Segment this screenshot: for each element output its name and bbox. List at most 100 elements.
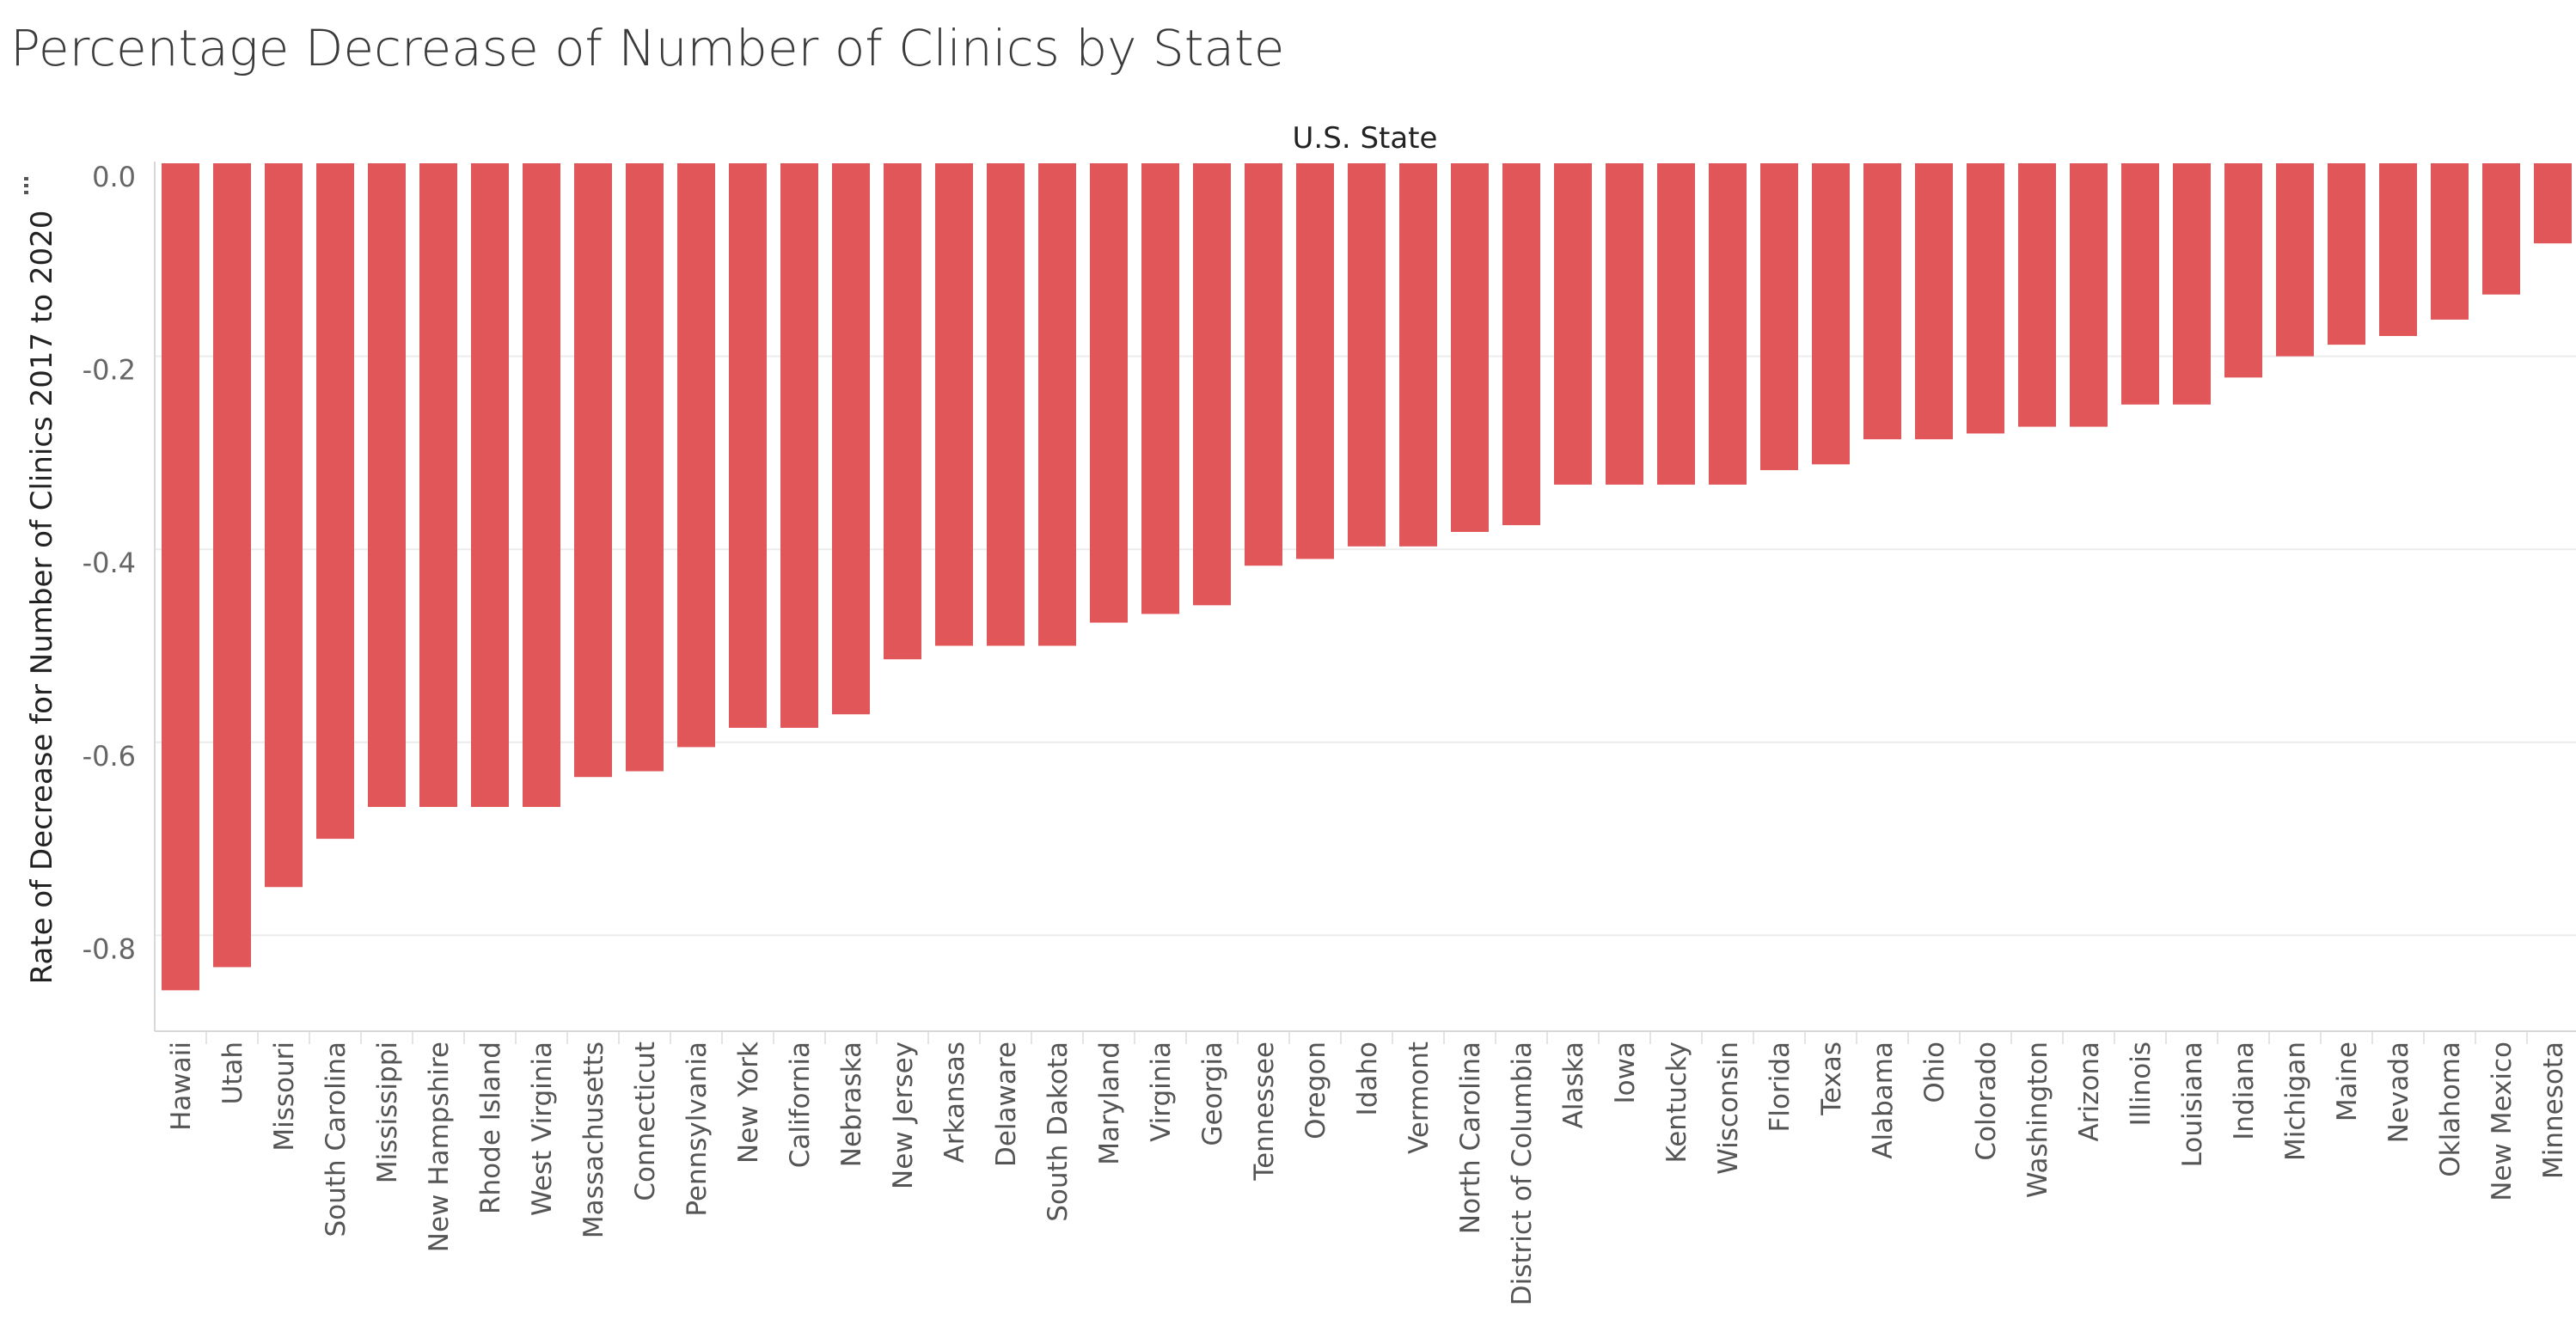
bar-new-mexico[interactable] — [2482, 163, 2520, 295]
x-tick-label: Florida — [1765, 1042, 1796, 1132]
bar-new-hampshire[interactable] — [419, 163, 457, 808]
x-tick-label: Connecticut — [630, 1042, 661, 1201]
y-tick-label: -0.2 — [83, 354, 136, 387]
x-tick-label: District of Columbia — [1507, 1042, 1538, 1305]
x-tick-label: Texas — [1816, 1042, 1847, 1116]
x-tick-label: Arkansas — [939, 1042, 970, 1163]
x-tick-label: Nebraska — [836, 1042, 867, 1167]
bar-arizona[interactable] — [2070, 163, 2108, 427]
bar-massachusetts[interactable] — [574, 163, 612, 778]
bar-oklahoma[interactable] — [2431, 163, 2469, 320]
x-tick-label: Nevada — [2383, 1042, 2414, 1143]
bar-missouri[interactable] — [265, 163, 303, 888]
x-tick-label: New Jersey — [888, 1042, 919, 1189]
x-tick-label: Minnesota — [2538, 1042, 2569, 1179]
bar-iowa[interactable] — [1606, 163, 1643, 485]
bar-maine[interactable] — [2328, 163, 2365, 345]
bar-utah[interactable] — [213, 163, 251, 968]
bar-new-york[interactable] — [729, 163, 767, 728]
bar-louisiana[interactable] — [2173, 163, 2211, 405]
x-tick-label: Colorado — [1971, 1042, 2002, 1161]
bar-florida[interactable] — [1760, 163, 1798, 471]
x-tick-label: West Virginia — [527, 1042, 558, 1216]
y-tick-label: -0.4 — [83, 547, 136, 579]
bar-wisconsin[interactable] — [1709, 163, 1747, 485]
bar-alabama[interactable] — [1863, 163, 1901, 440]
x-tick-label: South Dakota — [1043, 1042, 1074, 1222]
bar-arkansas[interactable] — [935, 163, 973, 646]
x-tick-label: Washington — [2022, 1042, 2053, 1198]
bar-idaho[interactable] — [1348, 163, 1386, 547]
x-axis-title: U.S. State — [1293, 121, 1438, 156]
x-tick-label: Massachusetts — [578, 1042, 609, 1238]
x-tick-label: Tennessee — [1249, 1042, 1280, 1182]
x-tick-label: Delaware — [991, 1042, 1022, 1167]
sort-icon-bar — [24, 184, 28, 187]
bar-kentucky[interactable] — [1657, 163, 1695, 485]
bar-california[interactable] — [780, 163, 818, 728]
chart-title: Percentage Decrease of Number of Clinics… — [10, 19, 1285, 77]
bar-north-carolina[interactable] — [1451, 163, 1489, 532]
y-axis-title: Rate of Decrease for Number of Clinics 2… — [25, 211, 59, 985]
x-tick-label: Kentucky — [1661, 1042, 1692, 1164]
sort-bars-icon[interactable] — [19, 177, 35, 203]
x-tick-label: Maryland — [1094, 1042, 1125, 1165]
x-tick-label: New Mexico — [2487, 1042, 2518, 1201]
bar-washington[interactable] — [2018, 163, 2056, 427]
x-tick-label: Oklahoma — [2435, 1042, 2466, 1177]
x-tick-label: Alaska — [1558, 1042, 1589, 1128]
bar-minnesota[interactable] — [2534, 163, 2572, 244]
bar-michigan[interactable] — [2276, 163, 2314, 357]
y-axis-ticks: 0.0 -0.2 -0.4 -0.6 -0.8 — [83, 161, 136, 965]
bar-vermont[interactable] — [1399, 163, 1437, 547]
bar-nebraska[interactable] — [832, 163, 870, 715]
x-tick-label: Mississippi — [372, 1042, 403, 1183]
x-tick-label: Alabama — [1868, 1042, 1899, 1159]
bar-colorado[interactable] — [1967, 163, 2004, 434]
bar-ohio[interactable] — [1915, 163, 1953, 440]
x-tick-label: South Carolina — [321, 1042, 352, 1237]
x-tick-label: Virginia — [1146, 1042, 1177, 1142]
bar-indiana[interactable] — [2224, 163, 2262, 378]
bar-georgia[interactable] — [1193, 163, 1231, 606]
bar-hawaii[interactable] — [162, 163, 199, 991]
x-tick-label: New York — [733, 1042, 764, 1164]
x-tick-label: Vermont — [1404, 1042, 1435, 1154]
sort-icon-bar — [24, 177, 28, 180]
x-tick-label: California — [785, 1042, 816, 1168]
bar-oregon[interactable] — [1296, 163, 1334, 559]
bar-south-carolina[interactable] — [316, 163, 354, 840]
x-tick-label: Iowa — [1610, 1042, 1641, 1103]
bar-texas[interactable] — [1812, 163, 1850, 465]
x-tick-label: Maine — [2332, 1042, 2363, 1121]
y-tick-label: 0.0 — [92, 161, 136, 193]
bar-maryland[interactable] — [1090, 163, 1128, 623]
bar-west-virginia[interactable] — [523, 163, 560, 808]
bar-connecticut[interactable] — [626, 163, 664, 772]
bar-new-jersey[interactable] — [884, 163, 921, 660]
x-tick-label: Pennsylvania — [682, 1042, 713, 1217]
bar-virginia[interactable] — [1141, 163, 1179, 614]
bar-alaska[interactable] — [1554, 163, 1592, 485]
x-tick-label: Indiana — [2229, 1042, 2260, 1140]
bar-south-dakota[interactable] — [1038, 163, 1076, 646]
x-tick-label: Utah — [217, 1042, 248, 1105]
x-tick-label: North Carolina — [1455, 1042, 1486, 1234]
bar-illinois[interactable] — [2121, 163, 2159, 405]
x-tick-label: Louisiana — [2177, 1042, 2208, 1167]
bar-mississippi[interactable] — [368, 163, 406, 808]
x-tick-label: Michigan — [2280, 1042, 2311, 1161]
x-tick-label: Missouri — [269, 1042, 300, 1152]
x-tick-label: New Hampshire — [424, 1042, 455, 1252]
bar-rhode-island[interactable] — [471, 163, 509, 808]
x-tick-label: Arizona — [2074, 1042, 2105, 1141]
x-tick-label: Oregon — [1300, 1042, 1331, 1139]
bar-pennsylvania[interactable] — [677, 163, 715, 748]
bar-tennessee[interactable] — [1245, 163, 1282, 566]
x-axis-ticks: Hawaii Utah Missouri South Carolina Mississi… — [166, 1031, 2569, 1305]
bar-delaware[interactable] — [987, 163, 1025, 646]
x-tick-label: Illinois — [2126, 1042, 2157, 1126]
bar-nevada[interactable] — [2379, 163, 2417, 337]
bar-district-of-columbia[interactable] — [1502, 163, 1540, 526]
